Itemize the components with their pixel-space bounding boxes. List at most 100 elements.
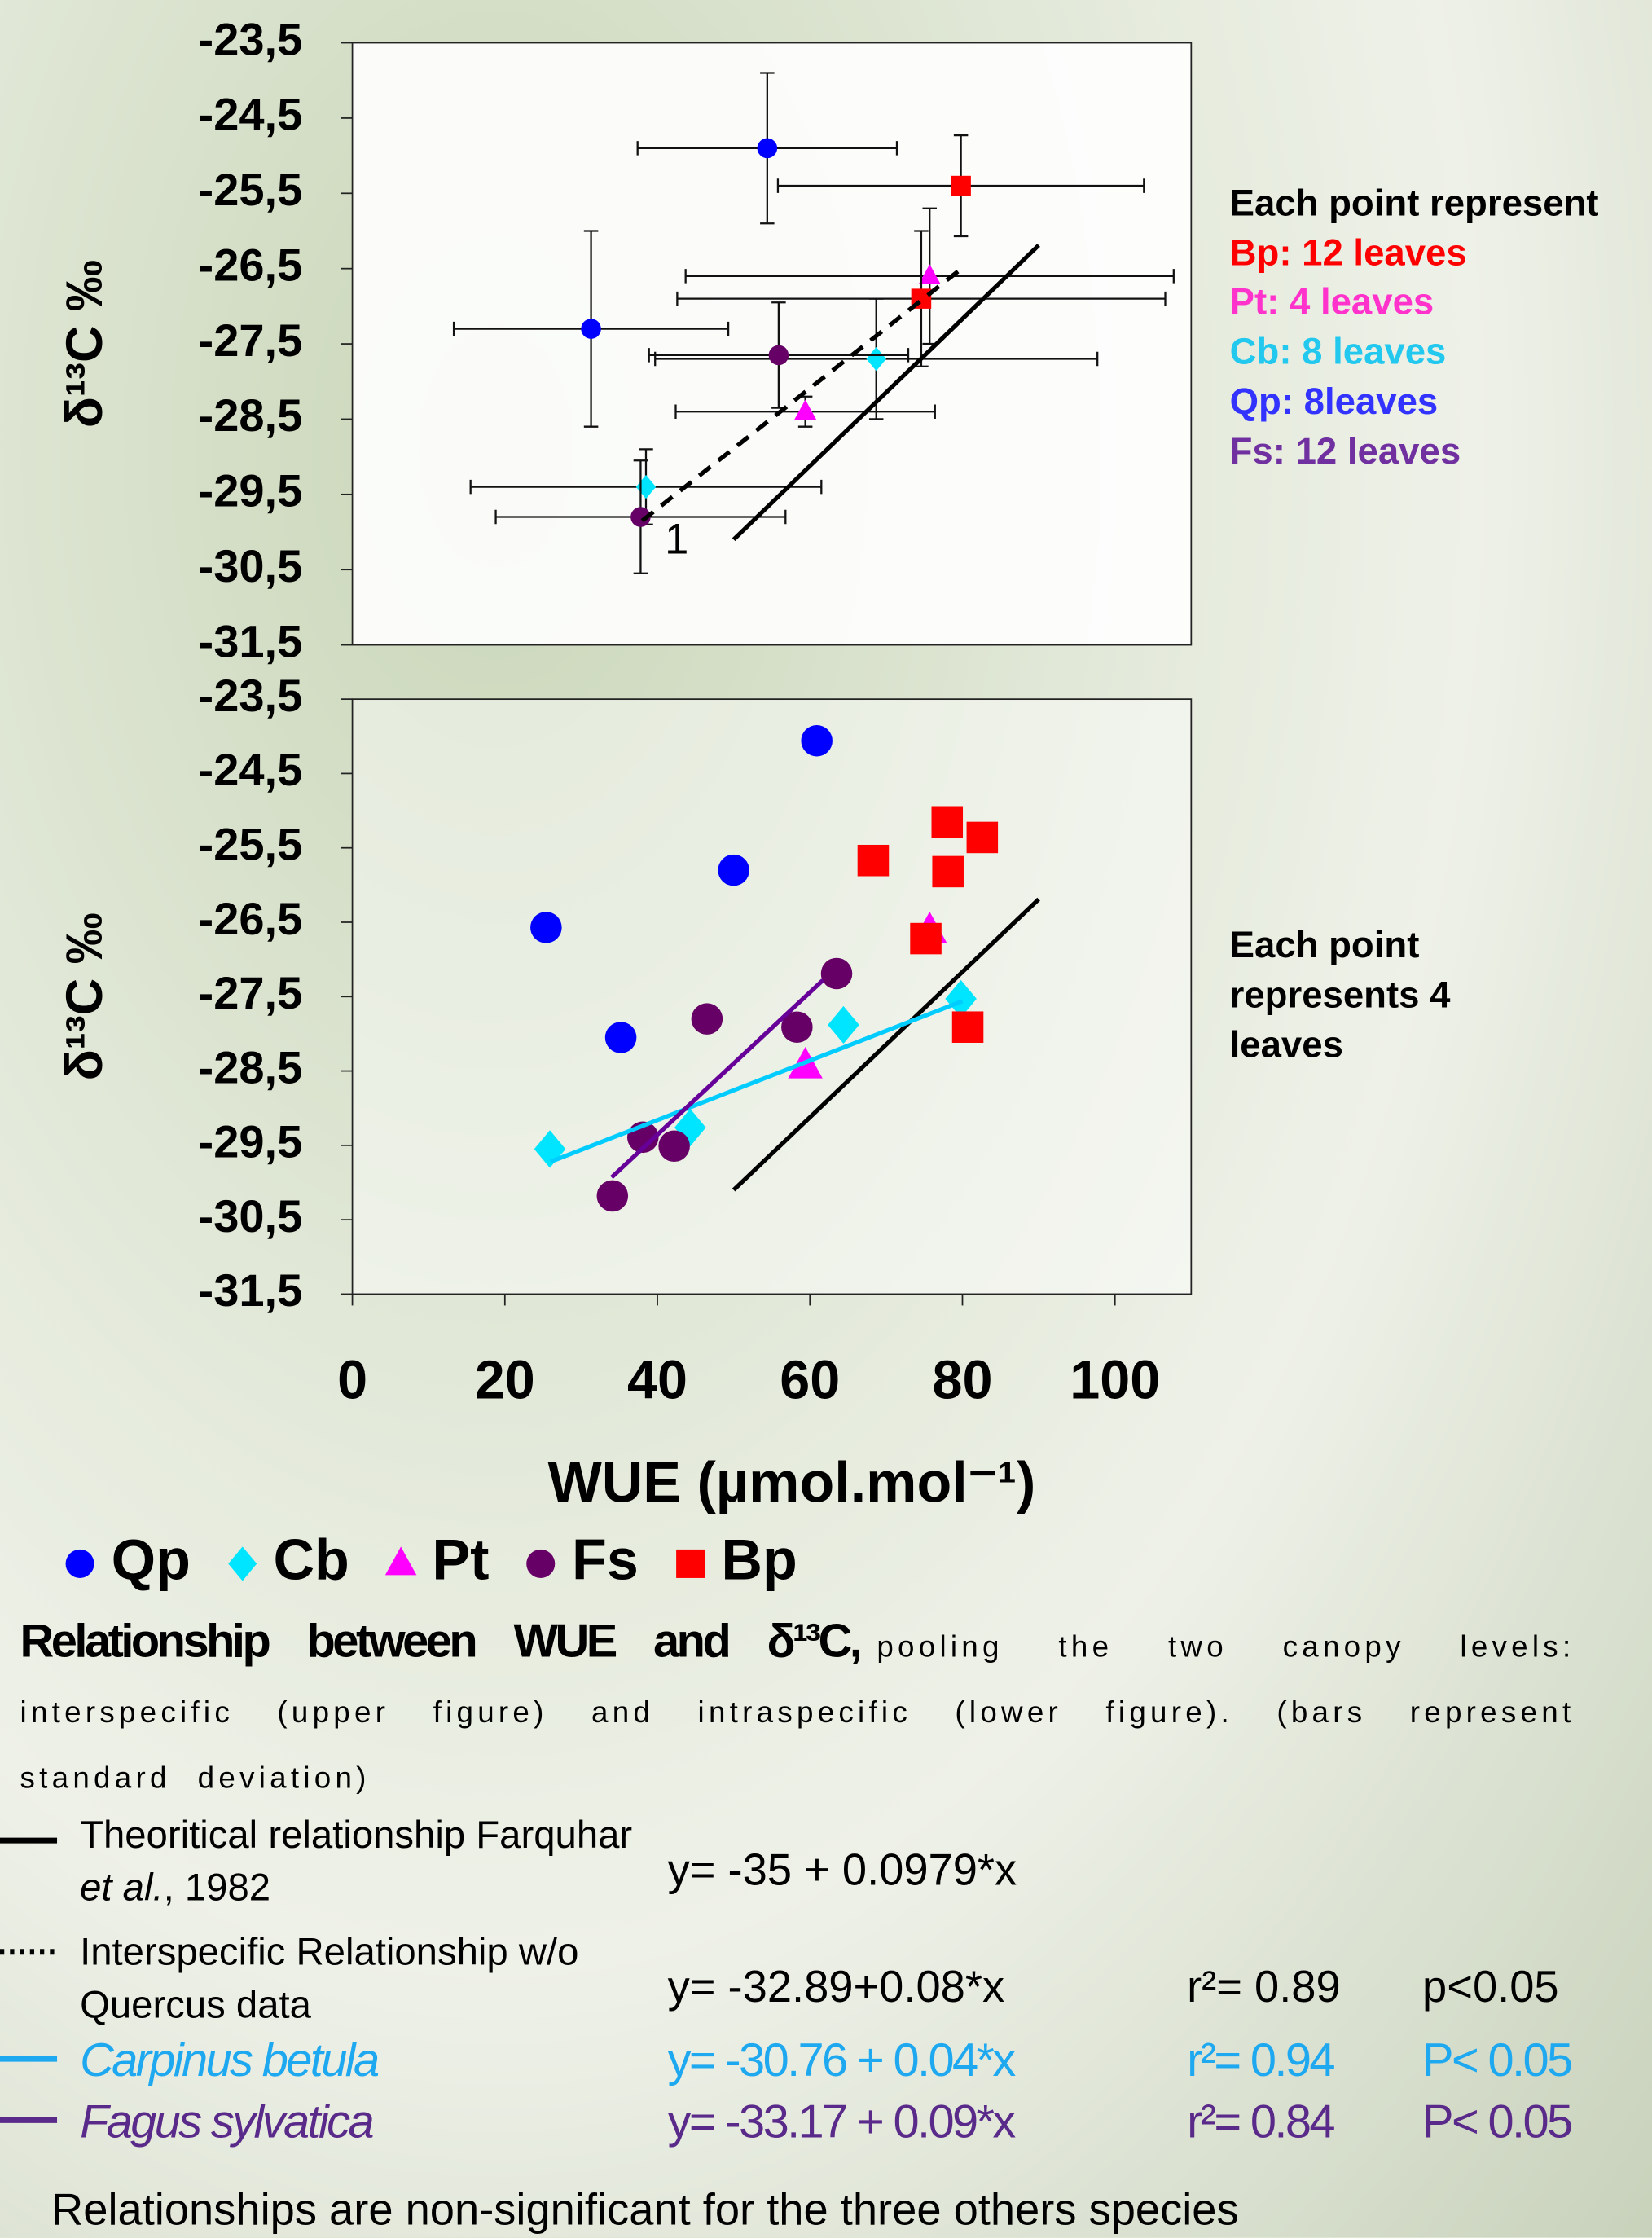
fit-line [640, 266, 964, 523]
marker [801, 724, 833, 757]
legend-marker [526, 1549, 556, 1578]
legend-item: Fs [521, 1529, 639, 1594]
y-tick-label: -23,5 [199, 670, 303, 721]
x-tick-label: 40 [627, 1350, 688, 1410]
marker [604, 1022, 637, 1053]
annotation: Qp: 8leaves [1229, 379, 1439, 423]
marker [951, 1011, 984, 1043]
fit-line [732, 897, 1040, 1192]
marker [931, 806, 964, 838]
fit-label-part: et al. [80, 1866, 164, 1910]
legend-label: Qp [111, 1529, 191, 1593]
annotation: Pt: 4 leaves [1229, 279, 1435, 323]
point-note: 1 [665, 515, 688, 563]
fit-label: Theoritical relationship Farquhar et al.… [80, 1809, 657, 1915]
legend-item: Qp [60, 1529, 191, 1594]
annotation: Each point represents 4 leaves [1229, 923, 1451, 1066]
marker [757, 138, 778, 159]
y-axis-label: δ¹³C ‰ [56, 260, 113, 428]
fit-equation: y= -30.76 + 0.04*x [667, 2033, 1017, 2086]
marker [65, 1549, 94, 1578]
legend-label: Cb [273, 1529, 349, 1593]
marker [781, 1011, 813, 1043]
x-tick-label: 60 [780, 1350, 840, 1410]
x-tick-label: 0 [337, 1350, 367, 1410]
marker [530, 912, 562, 943]
x-tick-label: 80 [932, 1350, 992, 1410]
marker [630, 507, 651, 527]
fit-label-part: Theoritical relationship Farquhar [80, 1813, 633, 1857]
y-tick-label: -28,5 [199, 389, 303, 441]
fit-p: P< 0.05 [1422, 2033, 1573, 2086]
marker [581, 319, 601, 339]
marker [675, 1549, 705, 1578]
fit-label-part: , 1982 [163, 1866, 271, 1910]
y-tick-label: -24,5 [199, 89, 303, 140]
fit-label-part: Interspecific Relationship w/o Quercus d… [80, 1930, 579, 2026]
marker [658, 1130, 690, 1163]
marker [910, 922, 942, 955]
fit-line [732, 244, 1040, 542]
marker [596, 1180, 629, 1212]
caption: Relationship between WUE and δ¹³C, poolin… [20, 1609, 1575, 1813]
legend-label: Pt [432, 1529, 490, 1593]
legend-item: Bp [670, 1529, 797, 1594]
marker [932, 855, 964, 888]
plot-area [351, 42, 1193, 646]
y-tick-label: -30,5 [199, 540, 303, 591]
marker [951, 175, 971, 196]
y-tick-label: -23,5 [199, 13, 303, 64]
legend-marker [384, 1545, 417, 1575]
legend-marker [227, 1545, 257, 1581]
fit-p: P< 0.05 [1422, 2094, 1573, 2148]
marker [918, 264, 941, 284]
y-tick-label: -25,5 [199, 164, 303, 215]
legend-marker [675, 1549, 705, 1578]
y-tick-label: -29,5 [199, 465, 303, 517]
x-tick-label: 20 [475, 1350, 535, 1410]
fit-equation: y= -35 + 0.0979*x [667, 1844, 1017, 1895]
fit-p: p<0.05 [1422, 1962, 1559, 2012]
fit-line [610, 978, 824, 1180]
y-tick-label: -29,5 [199, 1116, 303, 1167]
fit-r2: r²= 0.94 [1187, 2033, 1335, 2086]
legend-item: Cb [222, 1529, 349, 1594]
fit-label-part: Fagus sylvatica [80, 2094, 375, 2148]
y-tick-label: -28,5 [199, 1041, 303, 1093]
y-tick-label: -26,5 [199, 893, 303, 944]
fit-line [550, 999, 964, 1164]
y-tick-label: -31,5 [199, 1264, 303, 1316]
marker [820, 957, 853, 990]
marker [718, 854, 749, 886]
marker [966, 821, 999, 854]
annotation: Fs: 12 leaves [1229, 429, 1461, 472]
legend-label: Bp [721, 1529, 797, 1593]
marker [691, 1003, 723, 1035]
annotation: Cb: 8 leaves [1229, 329, 1447, 373]
annotation: Each point represent [1229, 181, 1599, 224]
marker [857, 844, 890, 877]
fit-label: Fagus sylvatica [80, 2095, 657, 2148]
y-tick-label: -24,5 [199, 744, 303, 795]
marker [227, 1545, 257, 1581]
fit-label: Carpinus betula [80, 2034, 657, 2086]
caption-heading: Relationship between WUE and δ¹³C, [20, 1613, 863, 1667]
y-tick-label: -27,5 [199, 314, 303, 366]
plot-area [351, 698, 1193, 1295]
fit-equation: y= -33.17 + 0.09*x [667, 2094, 1017, 2148]
y-tick-label: -30,5 [199, 1190, 303, 1242]
fit-label-part: Carpinus betula [80, 2033, 380, 2086]
marker [384, 1545, 417, 1575]
caption-text: pooling the two canopy levels: interspec… [20, 1630, 1575, 1796]
marker [794, 399, 817, 420]
fit-label: Interspecific Relationship w/o Quercus d… [80, 1926, 657, 2032]
fit-r2: r²= 0.84 [1187, 2094, 1335, 2148]
legend-item: Pt [380, 1529, 489, 1594]
marker [526, 1549, 556, 1578]
fit-equation: y= -32.89+0.08*x [667, 1962, 1005, 2012]
y-tick-label: -26,5 [199, 239, 303, 290]
x-axis-label: WUE (µmol.mol⁻¹) [548, 1450, 1036, 1514]
y-tick-label: -25,5 [199, 819, 303, 870]
